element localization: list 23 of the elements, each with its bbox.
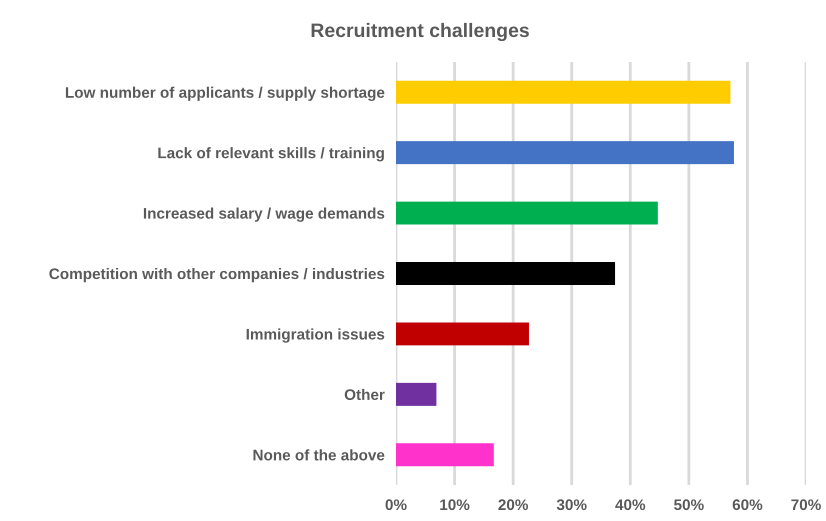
- x-tick-label: 60%: [732, 499, 762, 510]
- bar: [396, 141, 734, 164]
- x-tick-label: 30%: [556, 499, 587, 510]
- x-tick-label: 40%: [615, 499, 646, 510]
- x-tick-label: 0%: [386, 499, 407, 510]
- bar: [396, 202, 658, 225]
- bar: [396, 443, 494, 466]
- bar: [396, 382, 436, 406]
- y-tick-label: Lack of relevant skills / training: [158, 147, 384, 162]
- x-tick-label: 20%: [498, 499, 528, 510]
- y-tick-label: Immigration issues: [246, 328, 384, 343]
- x-tick-label: 10%: [440, 499, 470, 510]
- y-tick-label: Competition with other companies / industries: [49, 268, 384, 282]
- x-tick-label: 50%: [674, 499, 704, 510]
- y-tick-label: None of the above: [254, 449, 384, 460]
- y-tick-label: Other: [344, 388, 385, 400]
- y-tick-label: Low number of applicants / supply shortage: [66, 86, 384, 101]
- bar: [396, 322, 529, 346]
- x-tick-label: 70%: [791, 499, 821, 510]
- chart-title: Recruitment challenges: [312, 22, 529, 42]
- bar: [396, 80, 730, 104]
- bar: [396, 262, 616, 285]
- y-tick-label: Increased salary / wage demands: [144, 208, 384, 222]
